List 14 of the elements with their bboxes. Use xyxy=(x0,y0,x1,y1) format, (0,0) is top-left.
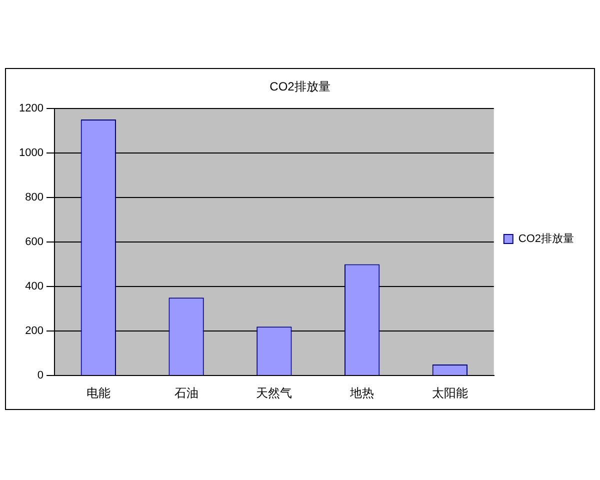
x-tick-label: 电能 xyxy=(86,386,110,400)
y-tick-label: 800 xyxy=(25,192,44,204)
legend-label: CO2排放量 xyxy=(518,233,574,246)
y-tick-label: 1200 xyxy=(18,102,44,114)
chart-title: CO2排放量 xyxy=(270,80,330,94)
y-tick-label: 600 xyxy=(25,236,44,248)
x-tick-label: 天然气 xyxy=(256,386,292,400)
y-tick-label: 0 xyxy=(37,370,44,382)
x-tick-label: 地热 xyxy=(349,386,374,400)
x-tick-label: 太阳能 xyxy=(432,386,468,400)
x-tick-label: 石油 xyxy=(174,386,198,400)
y-tick-label: 200 xyxy=(25,325,44,338)
y-tick-label: 400 xyxy=(25,280,44,293)
y-tick-label: 1000 xyxy=(18,146,44,159)
